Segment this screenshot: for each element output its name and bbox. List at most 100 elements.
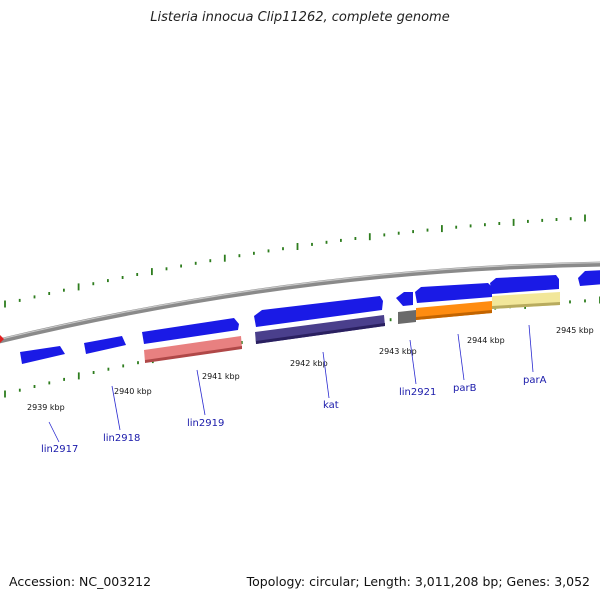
minor-tick [121,276,124,279]
major-tick [4,390,6,398]
minor-tick [63,288,65,292]
tick-label-2940: 2940 kbp [114,387,152,396]
major-tick [151,268,153,276]
minor-tick [469,224,472,228]
gene-labels: lin2917 lin2918 lin2919 kat lin2921 parB… [41,375,547,455]
minor-tick [92,371,95,374]
major-tick [296,243,299,250]
gene-arrow [396,292,413,306]
forward-strand-genes [20,270,600,364]
red-marker [0,335,4,343]
major-tick [77,372,80,380]
major-tick [77,283,80,291]
leader-parA [528,324,534,373]
minor-tick [122,364,125,368]
gene-label-lin2921: lin2921 [399,387,436,398]
minor-tick [555,218,558,221]
minor-tick [527,219,529,223]
minor-tick [48,292,51,295]
minor-tick [194,261,197,265]
minor-tick [541,218,544,222]
tick-label-2941: 2941 kbp [202,372,240,381]
gene-label-kat: kat [323,400,339,411]
gene-label-parB: parB [453,383,477,394]
minor-tick [383,233,386,237]
kbp-tick-labels: 2939 kbp 2940 kbp 2941 kbp 2942 kbp 2943… [27,326,594,412]
minor-tick [340,238,342,242]
minor-tick [325,240,328,244]
gene-arrow [490,275,559,294]
leader-lin2918 [111,385,121,431]
minor-tick [354,237,357,240]
minor-tick [426,228,429,232]
minor-tick [48,381,51,385]
minor-tick [311,242,313,246]
minor-tick [136,273,139,276]
gene-arrow [142,318,239,344]
minor-tick [389,318,392,322]
minor-tick [92,282,95,286]
gene-label-lin2917: lin2917 [41,444,78,455]
leader-lin2919 [196,369,206,416]
minor-tick [107,279,109,283]
minor-tick [209,259,212,263]
tick-label-2943: 2943 kbp [379,347,417,356]
minor-tick [238,254,241,258]
gene-arrow [254,296,383,327]
genome-backbone [0,261,600,344]
gene-arrow [415,283,492,303]
minor-tick [455,225,458,229]
feature-bars [144,292,560,363]
minor-tick [412,230,414,234]
gene-label-lin2918: lin2918 [103,433,140,444]
feature-kat-shadow [256,323,385,344]
minor-tick [484,223,486,227]
feature-parA-shadow [492,302,560,309]
minor-tick [165,267,168,271]
gene-label-parA: parA [523,375,547,386]
major-tick [223,254,226,262]
gene-label-lines [48,324,534,443]
feature-lin2919 [144,336,242,362]
minor-tick [240,341,243,344]
minor-tick [267,249,270,253]
minor-tick [397,231,400,235]
leader-kat [322,351,330,399]
major-tick [512,218,515,226]
leader-parB [457,333,465,381]
major-tick [4,300,6,308]
minor-tick [107,367,110,371]
minor-tick [63,377,65,381]
genome-backbone-highlight [0,261,600,340]
map-title: Listeria innocua Clip11262, complete gen… [150,10,450,25]
tick-label-2939: 2939 kbp [27,403,65,412]
gene-arrow [578,270,600,286]
minor-tick [18,388,21,392]
major-tick [368,233,371,241]
minor-tick [253,251,255,255]
minor-tick [137,361,139,365]
leader-lin2917 [48,421,60,443]
accession-text: Accession: NC_003212 [9,574,152,589]
minor-tick [33,385,36,388]
outer-tick-ring [4,214,586,308]
tick-label-2942: 2942 kbp [290,359,328,368]
minor-tick [18,298,21,302]
feature-lin2921 [398,310,416,324]
minor-tick [180,264,182,268]
gene-arrow [84,336,126,354]
minor-tick [282,247,284,251]
minor-tick [569,217,572,221]
minor-tick [498,222,501,225]
minor-tick [584,299,586,303]
topology-text: Topology: circular; Length: 3,011,208 bp… [246,574,590,589]
gene-arrow [20,346,65,364]
major-tick [584,214,586,222]
minor-tick [33,295,36,299]
major-tick [441,225,443,233]
leader-lin2921 [409,339,417,385]
feature-parB-shadow [416,310,492,320]
tick-label-2945: 2945 kbp [556,326,594,335]
tick-label-2944: 2944 kbp [467,336,505,345]
